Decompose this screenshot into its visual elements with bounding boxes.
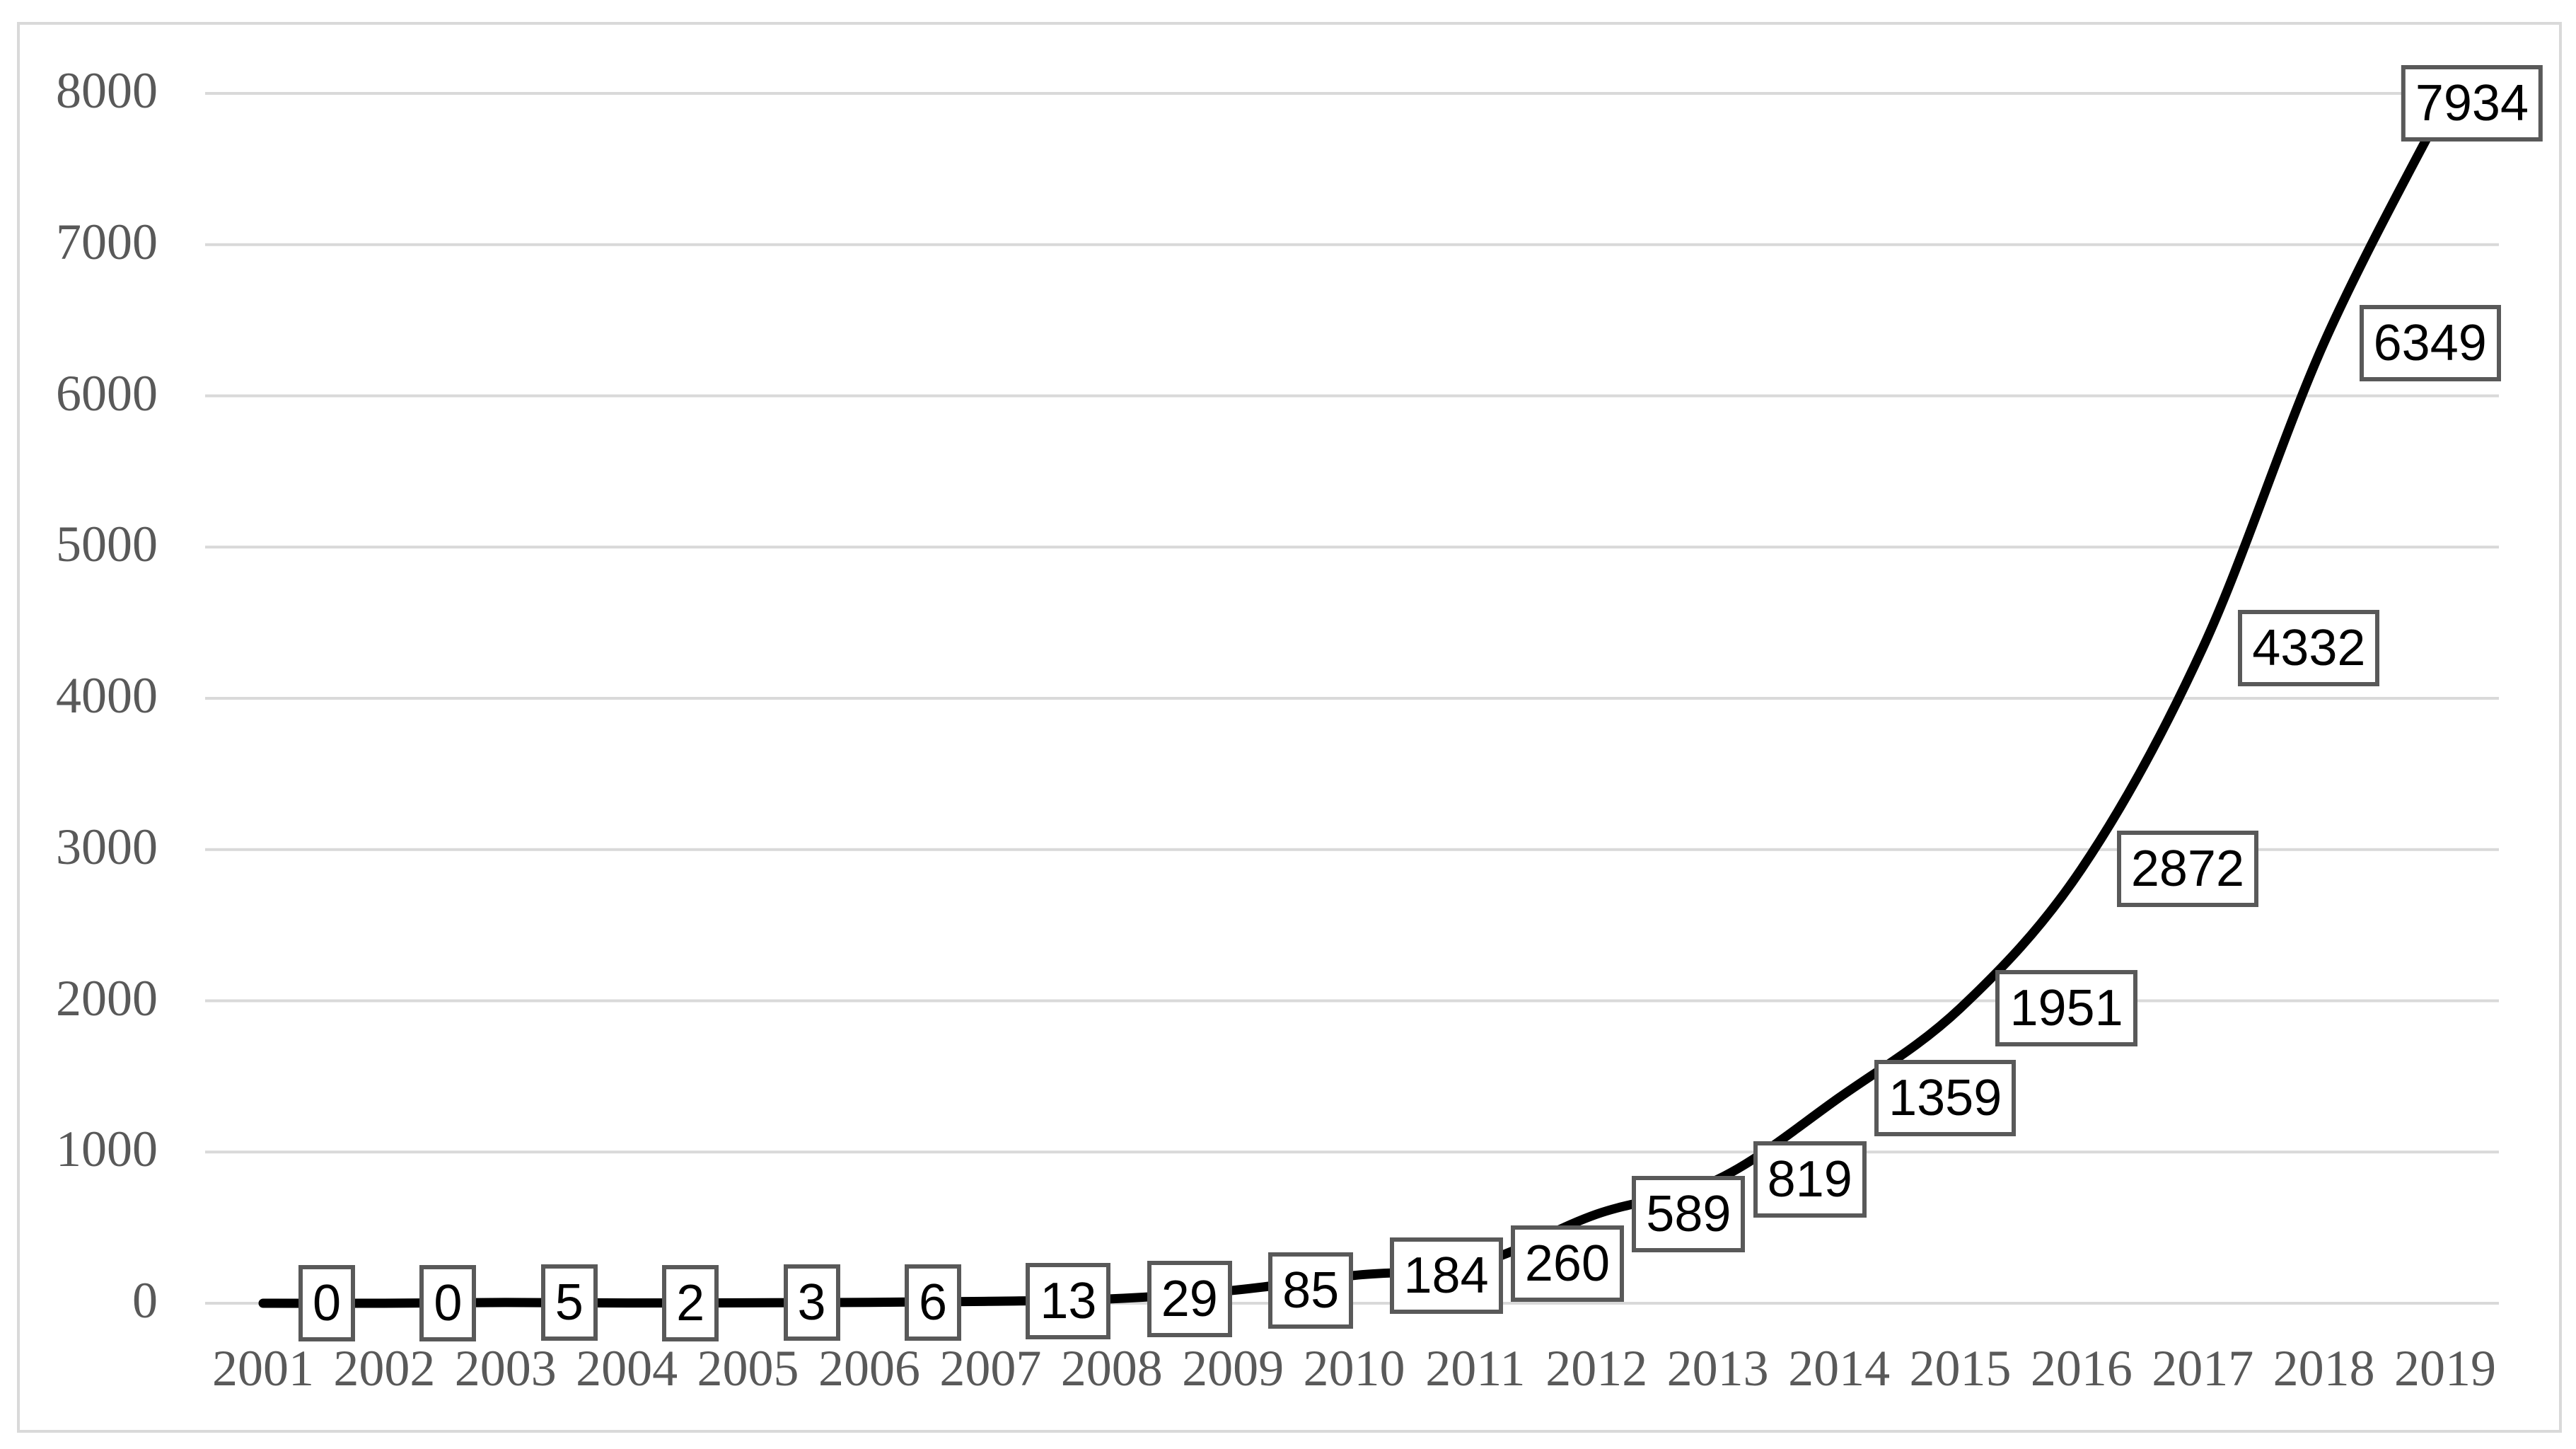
data-label: 6 — [904, 1264, 961, 1341]
x-tick-label: 2003 — [454, 1340, 557, 1397]
data-label: 7934 — [2401, 65, 2543, 142]
data-label: 5 — [540, 1264, 598, 1341]
data-label: 1951 — [1995, 970, 2137, 1046]
data-label: 3 — [783, 1264, 840, 1341]
y-tick-label: 1000 — [56, 1121, 158, 1178]
y-tick-label: 3000 — [56, 818, 158, 875]
data-label: 589 — [1632, 1176, 1746, 1253]
data-label: 2 — [662, 1264, 719, 1341]
x-tick-label: 2011 — [1425, 1340, 1526, 1397]
data-label: 6349 — [2359, 304, 2501, 381]
x-tick-label: 2004 — [576, 1340, 678, 1397]
data-label: 0 — [419, 1265, 477, 1341]
x-tick-label: 2016 — [2030, 1340, 2133, 1397]
y-tick-label: 2000 — [56, 969, 158, 1027]
x-tick-label: 2008 — [1060, 1340, 1163, 1397]
y-tick-label: 6000 — [56, 364, 158, 422]
y-tick-label: 4000 — [56, 667, 158, 724]
x-tick-label: 2001 — [212, 1340, 314, 1397]
data-label: 13 — [1026, 1263, 1111, 1340]
x-tick-label: 2017 — [2152, 1340, 2254, 1397]
y-tick-label: 8000 — [56, 62, 158, 120]
x-tick-label: 2013 — [1666, 1340, 1769, 1397]
x-tick-label: 2007 — [939, 1340, 1042, 1397]
x-tick-label: 2019 — [2394, 1340, 2497, 1397]
x-tick-label: 2002 — [333, 1340, 436, 1397]
y-tick-label: 5000 — [56, 516, 158, 573]
x-tick-label: 2010 — [1303, 1340, 1405, 1397]
x-tick-label: 2006 — [818, 1340, 920, 1397]
series-line — [258, 98, 2450, 1308]
y-tick-label: 7000 — [56, 213, 158, 270]
gridlines-group — [205, 92, 2499, 1305]
x-tick-label: 2009 — [1182, 1340, 1284, 1397]
data-label: 0 — [298, 1265, 356, 1341]
x-tick-label: 2018 — [2273, 1340, 2375, 1397]
data-label: 85 — [1268, 1252, 1354, 1329]
data-label: 2872 — [2116, 831, 2259, 908]
x-tick-label: 2015 — [1909, 1340, 2012, 1397]
data-label: 260 — [1510, 1225, 1625, 1303]
y-tick-label: 0 — [132, 1272, 158, 1329]
data-label: 1359 — [1874, 1059, 2017, 1136]
x-tick-label: 2014 — [1788, 1340, 1891, 1397]
data-label: 184 — [1389, 1237, 1503, 1314]
x-tick-label: 2005 — [697, 1340, 799, 1397]
data-label: 4332 — [2238, 610, 2380, 686]
x-tick-label: 2012 — [1545, 1340, 1648, 1397]
data-label: 819 — [1753, 1141, 1867, 1218]
chart-area-border — [17, 22, 2562, 1433]
data-label: 29 — [1147, 1260, 1232, 1337]
